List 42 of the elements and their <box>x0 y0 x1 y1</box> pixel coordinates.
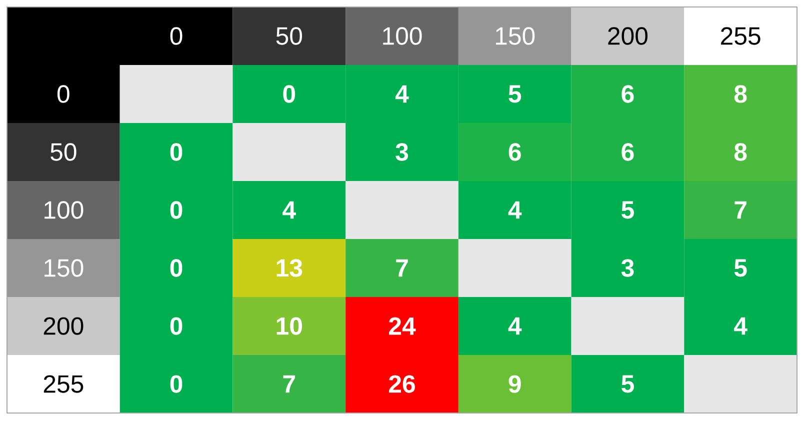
data-label: 0 <box>170 259 182 277</box>
data-label: 8 <box>734 85 747 103</box>
data-label: 7 <box>283 375 295 393</box>
x-tick-label: 50 <box>276 27 302 45</box>
data-label: 0 <box>170 375 182 393</box>
y-tick-label: 200 <box>44 317 84 335</box>
data-label: 4 <box>282 201 296 219</box>
data-label: 24 <box>389 317 416 335</box>
data-label: 5 <box>508 85 522 103</box>
data-label: 6 <box>622 143 634 161</box>
x-tick-label: 100 <box>383 27 422 45</box>
x-tick-label: 150 <box>496 27 535 45</box>
data-label: 10 <box>276 317 302 335</box>
x-tick-label: 255 <box>721 27 760 45</box>
data-label: 6 <box>508 143 521 161</box>
y-tick-label: 255 <box>44 375 84 393</box>
data-label: 0 <box>283 85 296 103</box>
data-label: 3 <box>621 259 634 277</box>
y-tick-label: 0 <box>57 85 70 103</box>
data-label: 6 <box>622 85 634 103</box>
data-label: 4 <box>734 317 748 335</box>
data-label: 13 <box>276 259 302 277</box>
data-label: 8 <box>734 143 747 161</box>
data-label: 0 <box>170 201 182 219</box>
data-label: 4 <box>395 85 409 103</box>
x-tick-label: 0 <box>170 27 182 45</box>
data-label: 5 <box>734 259 747 277</box>
y-tick-label: 150 <box>44 259 84 277</box>
data-label: 4 <box>508 201 522 219</box>
data-label: 4 <box>508 317 522 335</box>
data-label: 5 <box>622 201 634 219</box>
data-label: 0 <box>170 143 182 161</box>
data-label: 3 <box>396 143 408 161</box>
data-label: 7 <box>734 201 746 219</box>
data-label: 7 <box>396 259 408 277</box>
y-tick-label: 50 <box>50 143 76 161</box>
data-label: 5 <box>622 375 634 393</box>
data-label: 0 <box>170 317 182 335</box>
y-tick-label: 100 <box>44 201 84 219</box>
data-label: 9 <box>508 375 521 393</box>
x-tick-label: 200 <box>608 27 648 45</box>
data-label: 26 <box>389 375 415 393</box>
